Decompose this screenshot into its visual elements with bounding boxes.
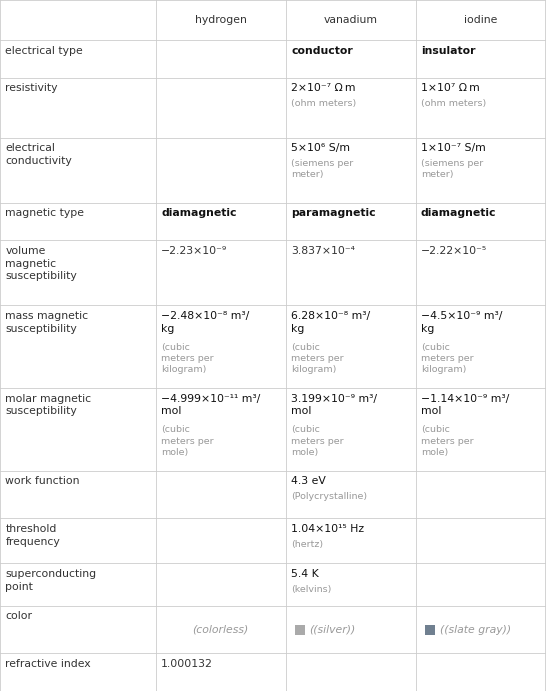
Text: 5×10⁶ S/m: 5×10⁶ S/m	[291, 143, 350, 153]
Text: 1.000132: 1.000132	[161, 659, 213, 669]
Text: 3.199×10⁻⁹ m³/
mol: 3.199×10⁻⁹ m³/ mol	[291, 394, 377, 417]
Text: diamagnetic: diamagnetic	[161, 208, 236, 218]
Text: resistivity: resistivity	[5, 83, 58, 93]
Text: insulator: insulator	[421, 46, 476, 55]
Text: (siemens per
meter): (siemens per meter)	[421, 159, 483, 180]
Text: −4.5×10⁻⁹ m³/
kg: −4.5×10⁻⁹ m³/ kg	[421, 311, 502, 334]
Text: mass magnetic
susceptibility: mass magnetic susceptibility	[5, 311, 88, 334]
Text: superconducting
point: superconducting point	[5, 569, 97, 591]
Text: 6.28×10⁻⁸ m³/
kg: 6.28×10⁻⁸ m³/ kg	[291, 311, 370, 334]
Text: vanadium: vanadium	[324, 15, 377, 25]
Text: work function: work function	[5, 476, 80, 486]
Text: 1×10⁷ Ω m: 1×10⁷ Ω m	[421, 83, 480, 93]
Text: −2.23×10⁻⁹: −2.23×10⁻⁹	[161, 246, 227, 256]
Text: conductor: conductor	[291, 46, 353, 55]
Text: 4.3 eV: 4.3 eV	[291, 476, 326, 486]
Text: ((silver)): ((silver))	[310, 625, 356, 634]
Text: (cubic
meters per
mole): (cubic meters per mole)	[291, 425, 343, 457]
Text: (siemens per
meter): (siemens per meter)	[291, 159, 353, 180]
Text: −1.14×10⁻⁹ m³/
mol: −1.14×10⁻⁹ m³/ mol	[421, 394, 509, 417]
Text: (colorless): (colorless)	[192, 625, 249, 634]
Bar	[295, 625, 305, 634]
Text: (cubic
meters per
kilogram): (cubic meters per kilogram)	[291, 343, 343, 375]
Text: (cubic
meters per
mole): (cubic meters per mole)	[161, 425, 213, 457]
Text: diamagnetic: diamagnetic	[421, 208, 496, 218]
Text: (cubic
meters per
kilogram): (cubic meters per kilogram)	[421, 343, 473, 375]
Text: electrical
conductivity: electrical conductivity	[5, 143, 72, 166]
Text: hydrogen: hydrogen	[194, 15, 247, 25]
Text: electrical type: electrical type	[5, 46, 83, 55]
Text: (cubic
meters per
mole): (cubic meters per mole)	[421, 425, 473, 457]
Text: (Polycrystalline): (Polycrystalline)	[291, 492, 367, 501]
Text: 1.04×10¹⁵ Hz: 1.04×10¹⁵ Hz	[291, 524, 364, 533]
Text: threshold
frequency: threshold frequency	[5, 524, 60, 547]
Text: (hertz): (hertz)	[291, 540, 323, 549]
Bar	[425, 625, 435, 634]
Text: volume
magnetic
susceptibility: volume magnetic susceptibility	[5, 246, 77, 281]
Text: 3.837×10⁻⁴: 3.837×10⁻⁴	[291, 246, 355, 256]
Text: (kelvins): (kelvins)	[291, 585, 331, 594]
Text: ((slate gray)): ((slate gray))	[440, 625, 511, 634]
Text: (cubic
meters per
kilogram): (cubic meters per kilogram)	[161, 343, 213, 375]
Text: paramagnetic: paramagnetic	[291, 208, 376, 218]
Text: magnetic type: magnetic type	[5, 208, 85, 218]
Text: color: color	[5, 612, 32, 621]
Text: (ohm meters): (ohm meters)	[291, 99, 357, 108]
Text: 1×10⁻⁷ S/m: 1×10⁻⁷ S/m	[421, 143, 486, 153]
Text: refractive index: refractive index	[5, 659, 91, 669]
Text: (ohm meters): (ohm meters)	[421, 99, 486, 108]
Text: iodine: iodine	[464, 15, 497, 25]
Text: −2.48×10⁻⁸ m³/
kg: −2.48×10⁻⁸ m³/ kg	[161, 311, 250, 334]
Text: 5.4 K: 5.4 K	[291, 569, 319, 579]
Text: molar magnetic
susceptibility: molar magnetic susceptibility	[5, 394, 92, 417]
Text: −2.22×10⁻⁵: −2.22×10⁻⁵	[421, 246, 487, 256]
Text: −4.999×10⁻¹¹ m³/
mol: −4.999×10⁻¹¹ m³/ mol	[161, 394, 260, 417]
Text: 2×10⁻⁷ Ω m: 2×10⁻⁷ Ω m	[291, 83, 355, 93]
